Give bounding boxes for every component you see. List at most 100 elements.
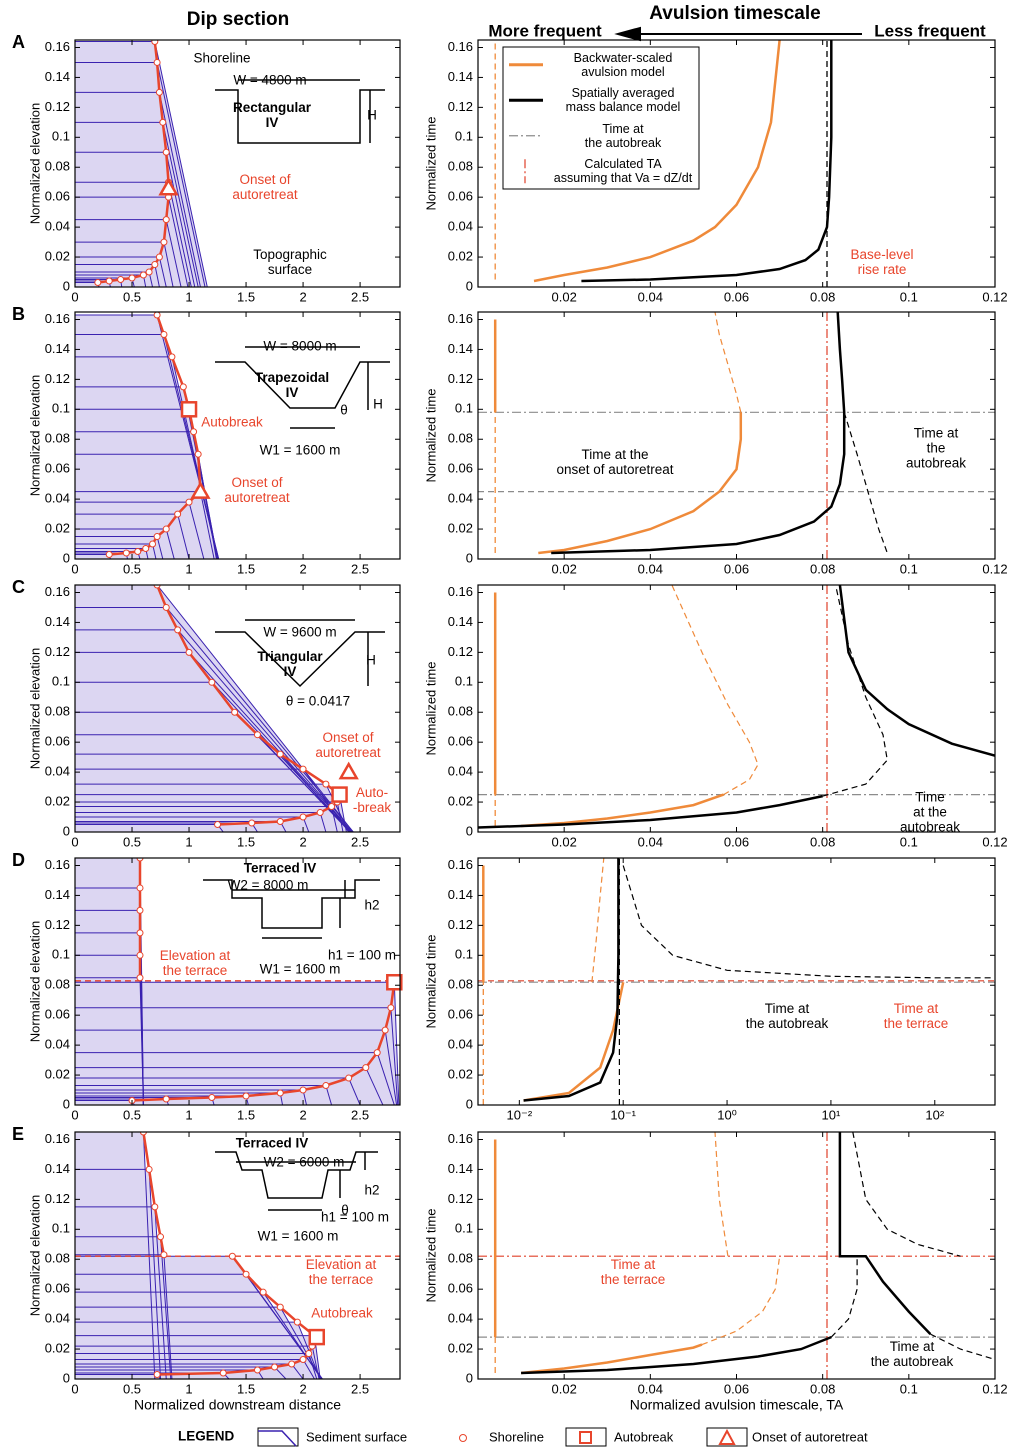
shoreline-point [381, 1026, 389, 1034]
y-tick-label: 0 [466, 1096, 473, 1111]
x-tick-label: 0.08 [810, 1381, 835, 1396]
series-line [930, 1333, 995, 1361]
y-tick-label: 0.1 [52, 674, 70, 689]
y-axis-label: Normalized elevation [27, 103, 42, 224]
shoreline-point [248, 819, 256, 827]
y-tick-label: 0.06 [45, 461, 70, 476]
y-tick-label: 0.1 [455, 401, 473, 416]
y-tick-label: 0.02 [448, 1066, 473, 1081]
y-tick-label: 0.06 [45, 189, 70, 204]
series-line [714, 1132, 729, 1257]
y-tick-label: 0.02 [45, 248, 70, 263]
x-tick-label: 0.12 [982, 1381, 1007, 1396]
shoreline-point [155, 253, 163, 261]
shoreline-point [145, 268, 153, 276]
inset-channel [215, 346, 390, 429]
shoreline-point [299, 813, 307, 821]
shoreline-point [105, 277, 113, 285]
x-tick-label: 2.5 [351, 1107, 369, 1122]
y-tick-label: 0 [466, 550, 473, 565]
sediment-surface [75, 858, 144, 1105]
y-tick-label: 0.1 [455, 947, 473, 962]
shoreline-point [153, 1371, 161, 1379]
series-line [830, 1256, 858, 1338]
inset-channel [203, 879, 380, 939]
x-tick-label: 0.06 [724, 834, 749, 849]
y-axis-label: Normalized time [423, 662, 438, 756]
legend-icon-box [565, 1427, 607, 1447]
shoreline-point [179, 383, 187, 391]
x-tick-label: 1 [185, 834, 192, 849]
shoreline-point [288, 1360, 296, 1368]
shoreline-point [362, 1064, 370, 1072]
x-tick-label: 0 [71, 1381, 78, 1396]
shoreline-point [160, 1251, 168, 1259]
y-tick-label: 0.16 [45, 857, 70, 872]
shoreline-point [190, 428, 198, 436]
y-tick-label: 0.16 [45, 39, 70, 54]
x-tick-label: 1.5 [237, 834, 255, 849]
series-line [671, 585, 759, 796]
y-tick-label: 0.02 [45, 793, 70, 808]
plot [75, 40, 208, 287]
panel-letter: E [12, 1124, 24, 1144]
y-tick-label: 0.06 [45, 1281, 70, 1296]
shoreline-point [139, 271, 147, 279]
x-tick-label: 0.5 [123, 1107, 141, 1122]
y-axis-label: Normalized time [423, 389, 438, 483]
autobreak-marker [308, 1328, 326, 1346]
y-tick-label: 0.02 [45, 1066, 70, 1081]
x-tick-label: 0.5 [123, 561, 141, 576]
y-axis-label: Normalized elevation [27, 648, 42, 769]
y-tick-label: 0.16 [448, 584, 473, 599]
shoreline-point [153, 533, 161, 541]
shoreline-point [276, 818, 284, 826]
deposit-fill [75, 1132, 155, 1379]
series-line [701, 1256, 781, 1346]
shoreline-point [185, 648, 193, 656]
series-line [520, 1343, 703, 1375]
y-tick-label: 0.16 [45, 584, 70, 599]
y-tick-label: 0.04 [45, 491, 70, 506]
y-tick-label: 0 [63, 278, 70, 293]
x-tick-label: 0 [71, 1107, 78, 1122]
series-line [551, 312, 846, 555]
y-tick-label: 0.1 [455, 674, 473, 689]
shoreline-point [253, 1366, 261, 1374]
y-tick-label: 0.02 [448, 520, 473, 535]
series-line [714, 312, 742, 413]
x-tick-label: 2.5 [351, 1381, 369, 1396]
x-tick-label: 2 [299, 561, 306, 576]
shoreline-point [276, 750, 284, 758]
y-tick-label: 0 [63, 550, 70, 565]
plot [478, 312, 995, 559]
onset-marker [338, 761, 359, 780]
x-tick-label: 0 [71, 561, 78, 576]
x-axis-label: Normalized avulsion timescale, TA [630, 1397, 844, 1413]
y-tick-label: 0.06 [45, 1007, 70, 1022]
shoreline-point [253, 731, 261, 739]
header-more: More frequent [488, 21, 602, 40]
x-tick-label: 0.5 [123, 289, 141, 304]
x-tick-label: 0.12 [982, 561, 1007, 576]
plot [75, 858, 400, 1105]
legend-item: Onset of autoretreat [752, 1429, 868, 1444]
plot-frame [477, 311, 996, 560]
x-tick-label: 0.02 [552, 1381, 577, 1396]
x-tick-label: 10² [925, 1107, 944, 1122]
y-tick-label: 0.12 [448, 644, 473, 659]
shoreline-point [162, 603, 170, 611]
series-line [523, 858, 620, 1102]
y-tick-label: 0.1 [52, 947, 70, 962]
y-tick-label: 0 [466, 823, 473, 838]
plot [478, 585, 995, 832]
plot [478, 858, 995, 1105]
autobreak-marker [386, 973, 403, 991]
x-tick-label: 0.5 [123, 834, 141, 849]
plot-frame [74, 1131, 401, 1380]
shoreline-point [160, 330, 168, 338]
y-tick-label: 0.12 [45, 1191, 70, 1206]
y-tick-label: 0.04 [45, 1311, 70, 1326]
y-tick-label: 0.04 [45, 219, 70, 234]
x-tick-label: 0.1 [900, 561, 918, 576]
